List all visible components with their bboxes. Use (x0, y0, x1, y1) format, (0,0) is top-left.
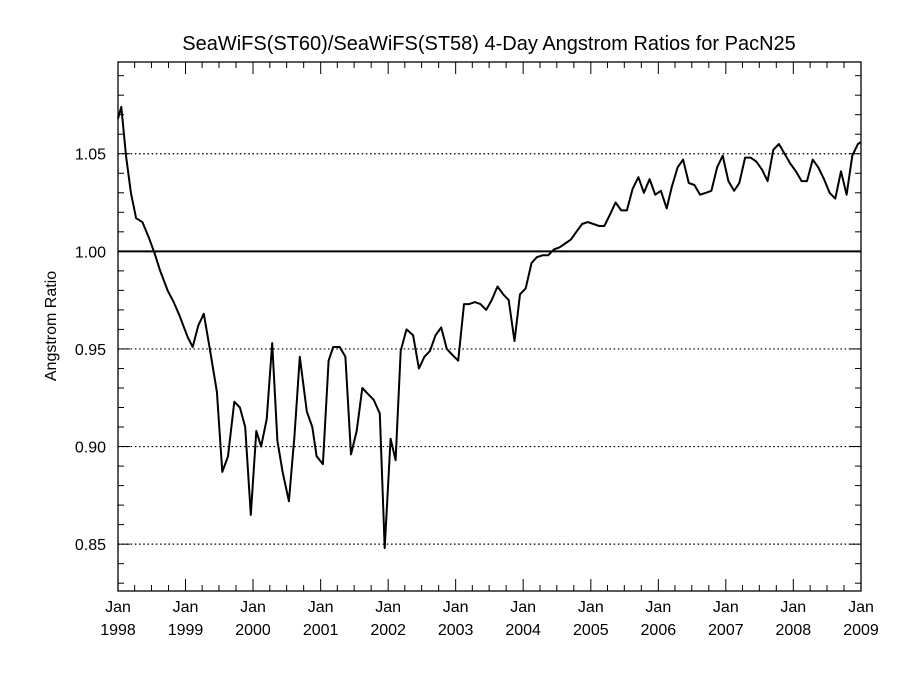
x-tick-labels: Jan 1998 Jan 1999 Jan 2000 Jan 2001 Jan 2002 Jan 20… (100, 599, 879, 639)
x-tick-year: 1998 (100, 622, 136, 639)
y-tick-label: 1.05 (75, 147, 106, 164)
y-tick-label: 1.00 (75, 244, 106, 261)
x-tick-year: 2008 (776, 622, 812, 639)
x-tick-year: 2006 (641, 622, 677, 639)
x-tick-month: Jan (578, 599, 604, 616)
x-tick-month: Jan (780, 599, 806, 616)
grid-lines (118, 153, 861, 545)
y-tick-labels: 0.85 0.90 0.95 1.00 1.05 (75, 147, 106, 554)
x-tick-year: 2001 (303, 622, 339, 639)
y-tick-label: 0.90 (75, 440, 106, 457)
x-tick-year: 1999 (168, 622, 204, 639)
x-tick-month: Jan (105, 599, 131, 616)
plot-frame (117, 61, 862, 592)
series-group (117, 105, 862, 550)
x-tick-month: Jan (173, 599, 199, 616)
x-tick-year: 2000 (235, 622, 271, 639)
chart-title: SeaWiFS(ST60)/SeaWiFS(ST58) 4-Day Angstr… (182, 33, 796, 55)
series-line (117, 105, 862, 550)
x-tick-month: Jan (240, 599, 266, 616)
x-tick-month: Jan (645, 599, 671, 616)
y-tick-label: 0.85 (75, 537, 106, 554)
x-tick-year: 2004 (505, 622, 541, 639)
axis-ticks (117, 62, 862, 591)
x-tick-month: Jan (848, 599, 874, 616)
x-tick-year: 2009 (843, 622, 879, 639)
x-tick-month: Jan (308, 599, 334, 616)
y-axis-label: Angstrom Ratio (43, 271, 60, 381)
x-tick-year: 2005 (573, 622, 609, 639)
x-tick-year: 2003 (438, 622, 474, 639)
x-tick-month: Jan (443, 599, 469, 616)
x-tick-month: Jan (510, 599, 536, 616)
x-tick-year: 2007 (708, 622, 744, 639)
x-tick-year: 2002 (370, 622, 406, 639)
y-tick-label: 0.95 (75, 342, 106, 359)
x-tick-month: Jan (375, 599, 401, 616)
x-tick-month: Jan (713, 599, 739, 616)
